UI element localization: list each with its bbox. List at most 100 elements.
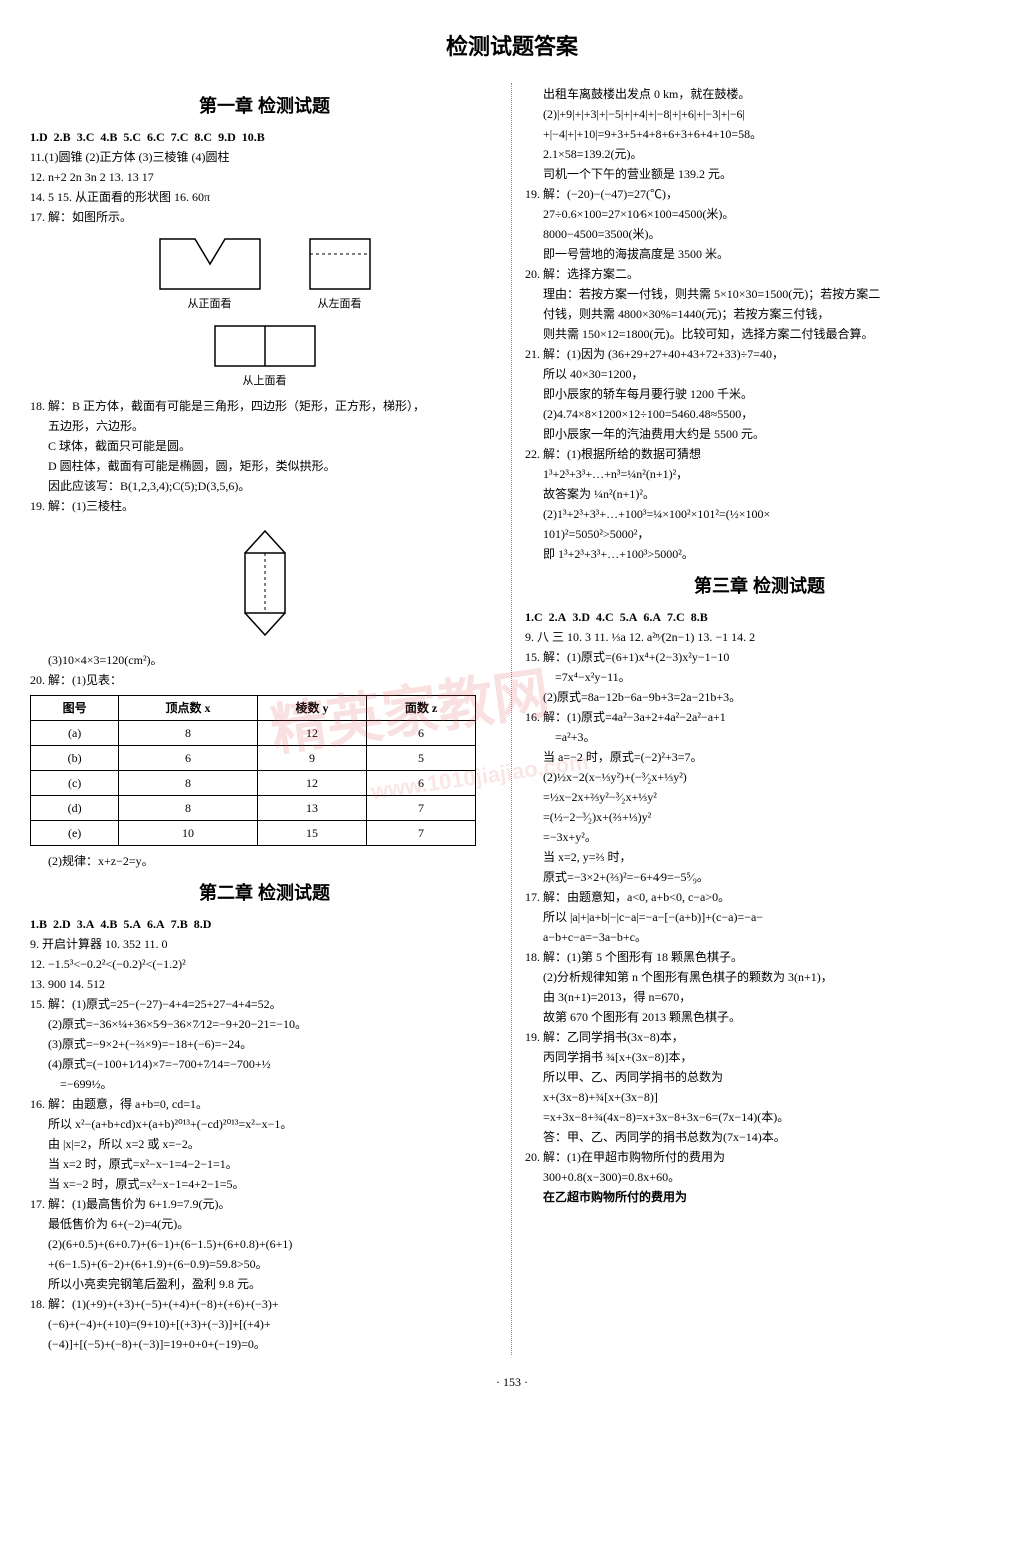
r-q19-l4: 即一号营地的海拔高度是 3500 米。 bbox=[525, 245, 994, 263]
r2a: (2)|+9|+|+3|+|−5|+|+4|+|−8|+|+6|+|−3|+|−… bbox=[525, 105, 994, 123]
mc: 3.D bbox=[572, 610, 590, 624]
r-q22-l6: 即 1³+2³+3³+…+100³>5000²。 bbox=[525, 545, 994, 563]
r-q20-l4: 则共需 150×12=1800(元)。比较可知，选择方案二付钱最合算。 bbox=[525, 325, 994, 343]
ch3-q16-l9: 原式=−3×2+(⅔)²=−6+4⁄9=−5⁵⁄₉。 bbox=[525, 868, 994, 886]
fig-front: 从正面看 bbox=[155, 234, 265, 313]
mc: 4.B bbox=[100, 130, 117, 144]
ch2-q17-l4: +(6−1.5)+(6−2)+(6+1.9)+(6−0.9)=59.8>50。 bbox=[30, 1255, 499, 1273]
ch1-q11: 11.(1)圆锥 (2)正方体 (3)三棱锥 (4)圆柱 bbox=[30, 148, 499, 166]
td: (a) bbox=[31, 721, 119, 746]
td: 5 bbox=[367, 746, 475, 771]
ch2-mc-answers: 1.B 2.D 3.A 4.B 5.A 6.A 7.B 8.D bbox=[30, 915, 499, 933]
mc: 2.B bbox=[54, 130, 71, 144]
chapter1-title: 第一章 检测试题 bbox=[30, 93, 499, 120]
ch2-q15-3: (3)原式=−9×2+(−⅔×9)=−18+(−6)=−24。 bbox=[30, 1035, 499, 1053]
ch3-q19-l4: x+(3x−8)+¾[x+(3x−8)] bbox=[525, 1088, 994, 1106]
td: 6 bbox=[119, 746, 257, 771]
ch1-q19-fig bbox=[30, 523, 499, 643]
ch2-q16-l2: 所以 x²−(a+b+cd)x+(a+b)²⁰¹³+(−cd)²⁰¹³=x²−x… bbox=[30, 1115, 499, 1133]
mc: 7.C bbox=[171, 130, 189, 144]
ch3-q17-l3: a−b+c−a=−3a−b+c。 bbox=[525, 928, 994, 946]
td: 8 bbox=[119, 771, 257, 796]
ch2-q16-head: 16. 解：由题意，得 a+b=0, cd=1。 bbox=[30, 1095, 499, 1113]
prism-net bbox=[225, 523, 305, 643]
ch2-q15-4a: (4)原式=(−100+1⁄14)×7=−700+7⁄14=−700+½ bbox=[30, 1055, 499, 1073]
ch2-q17-l2: 最低售价为 6+(−2)=4(元)。 bbox=[30, 1215, 499, 1233]
td: (c) bbox=[31, 771, 119, 796]
r-q20-l2: 理由：若按方案一付钱，则共需 5×10×30=1500(元)；若按方案二 bbox=[525, 285, 994, 303]
td: 8 bbox=[119, 796, 257, 821]
mc: 8.C bbox=[194, 130, 212, 144]
mc: 4.B bbox=[100, 917, 117, 931]
ch3-q15-l3: (2)原式=8a−12b−6a−9b+3=2a−21b+3。 bbox=[525, 688, 994, 706]
mc: 3.C bbox=[77, 130, 95, 144]
r-q22-l2: 1³+2³+3³+…+n³=¼n²(n+1)²， bbox=[525, 465, 994, 483]
ch2-q15-4b: =−699½。 bbox=[30, 1075, 499, 1093]
r-q22-head: 22. 解：(1)根据所给的数据可猜想 bbox=[525, 445, 994, 463]
ch2-q16-l5: 当 x=−2 时，原式=x²−x−1=4+2−1=5。 bbox=[30, 1175, 499, 1193]
fig-left-label: 从左面看 bbox=[305, 296, 375, 313]
ch1-figures-row2: 从上面看 bbox=[30, 321, 499, 390]
r1: 出租车离鼓楼出发点 0 km，就在鼓楼。 bbox=[525, 85, 994, 103]
ch2-q18-head: 18. 解：(1)(+9)+(+3)+(−5)+(+4)+(−8)+(+6)+(… bbox=[30, 1295, 499, 1313]
th: 棱数 y bbox=[257, 696, 367, 721]
ch1-q14: 14. 5 15. 从正面看的形状图 16. 60π bbox=[30, 188, 499, 206]
mc: 5.A bbox=[123, 917, 141, 931]
td: 9 bbox=[257, 746, 367, 771]
ch1-figures-row1: 从正面看 从左面看 bbox=[30, 234, 499, 313]
mc: 9.D bbox=[218, 130, 236, 144]
ch3-q15-head: 15. 解：(1)原式=(6+1)x⁴+(2−3)x²y−1−10 bbox=[525, 648, 994, 666]
ch3-q16-l2: =a²+3。 bbox=[525, 728, 994, 746]
table-row: (e) 10 15 7 bbox=[31, 821, 476, 846]
ch3-q18-l4: 故第 670 个图形有 2013 颗黑色棋子。 bbox=[525, 1008, 994, 1026]
ch3-q17-l2: 所以 |a|+|a+b|−|c−a|=−a−[−(a+b)]+(c−a)=−a− bbox=[525, 908, 994, 926]
table-header-row: 图号 顶点数 x 棱数 y 面数 z bbox=[31, 696, 476, 721]
ch2-q18-l3: (−4)]+[(−5)+(−8)+(−3)]=19+0+0+(−19)=0。 bbox=[30, 1335, 499, 1353]
td: 12 bbox=[257, 771, 367, 796]
left-column: 第一章 检测试题 1.D 2.B 3.C 4.B 5.C 6.C 7.C 8.C… bbox=[30, 83, 499, 1355]
mc: 1.C bbox=[525, 610, 543, 624]
td: 15 bbox=[257, 821, 367, 846]
ch3-q16-l6: =(½−2−³⁄₂)x+(⅔+⅓)y² bbox=[525, 808, 994, 826]
r-q22-l5: 101)²=5050²>5000²， bbox=[525, 525, 994, 543]
ch3-q18-l3: 由 3(n+1)=2013，得 n=670， bbox=[525, 988, 994, 1006]
page-number: · 153 · bbox=[30, 1373, 994, 1391]
r-q21-l5: 即小辰家一年的汽油费用大约是 5500 元。 bbox=[525, 425, 994, 443]
ch1-q18-l4: D 圆柱体，截面有可能是椭圆，圆，矩形，类似拱形。 bbox=[30, 457, 499, 475]
ch3-q16-l3: 当 a=−2 时，原式=(−2)²+3=7。 bbox=[525, 748, 994, 766]
ch3-mc-answers: 1.C 2.A 3.D 4.C 5.A 6.A 7.C 8.B bbox=[525, 608, 994, 626]
table-row: (c) 8 12 6 bbox=[31, 771, 476, 796]
table-row: (d) 8 13 7 bbox=[31, 796, 476, 821]
mc: 6.A bbox=[643, 610, 661, 624]
td: (b) bbox=[31, 746, 119, 771]
ch2-q18-l2: (−6)+(−4)+(+10)=(9+10)+[(+3)+(−3)]+[(+4)… bbox=[30, 1315, 499, 1333]
ch3-q19-l2: 丙同学捐书 ¾[x+(3x−8)]本， bbox=[525, 1048, 994, 1066]
td: 7 bbox=[367, 796, 475, 821]
ch3-q15-l2: =7x⁴−x²y−11。 bbox=[525, 668, 994, 686]
r-q22-l3: 故答案为 ¼n²(n+1)²。 bbox=[525, 485, 994, 503]
table-row: (b) 6 9 5 bbox=[31, 746, 476, 771]
r-q21-l2: 所以 40×30=1200， bbox=[525, 365, 994, 383]
mc: 2.A bbox=[549, 610, 567, 624]
th: 面数 z bbox=[367, 696, 475, 721]
td: (e) bbox=[31, 821, 119, 846]
mc: 4.C bbox=[596, 610, 614, 624]
ch2-q15-2: (2)原式=−36×¼+36×5⁄9−36×7⁄12=−9+20−21=−10。 bbox=[30, 1015, 499, 1033]
ch2-q9: 9. 开启计算器 10. 352 11. 0 bbox=[30, 935, 499, 953]
ch1-q12: 12. n+2 2n 3n 2 13. 13 17 bbox=[30, 168, 499, 186]
r4: 司机一个下午的营业额是 139.2 元。 bbox=[525, 165, 994, 183]
r-q19-l2: 27÷0.6×100=27×10⁄6×100=4500(米)。 bbox=[525, 205, 994, 223]
ch2-q13: 13. 900 14. 512 bbox=[30, 975, 499, 993]
td: 8 bbox=[119, 721, 257, 746]
ch1-q18-l2: 五边形，六边形。 bbox=[30, 417, 499, 435]
table-row: (a) 8 12 6 bbox=[31, 721, 476, 746]
ch3-q16-l4: (2)½x−2(x−⅓y²)+(−³⁄₂x+⅓y²) bbox=[525, 768, 994, 786]
ch1-q19-3: (3)10×4×3=120(cm²)。 bbox=[30, 651, 499, 669]
ch3-q17-head: 17. 解：由题意知，a<0, a+b<0, c−a>0。 bbox=[525, 888, 994, 906]
mc: 7.B bbox=[171, 917, 188, 931]
td: 10 bbox=[119, 821, 257, 846]
r-q19-head: 19. 解：(−20)−(−47)=27(℃)， bbox=[525, 185, 994, 203]
ch3-q9: 9. 八 三 10. 3 11. ⅓a 12. a²ⁿ⁄(2n−1) 13. −… bbox=[525, 628, 994, 646]
ch1-q20-1: 20. 解：(1)见表： bbox=[30, 671, 499, 689]
mc: 2.D bbox=[53, 917, 71, 931]
